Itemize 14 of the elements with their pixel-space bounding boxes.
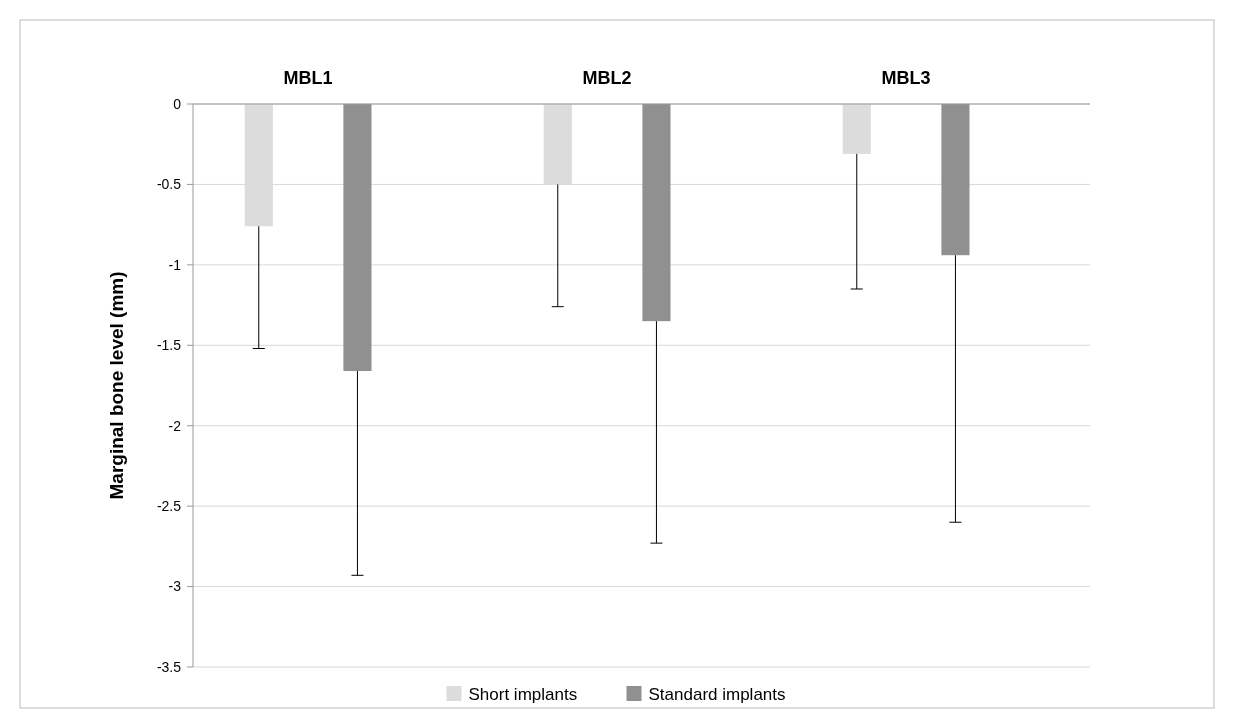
y-tick-label: -2.5 [156,498,182,515]
x-tick-label: MBL2 [582,68,632,88]
legend-label: Short implants [468,684,578,704]
y-tick-label: -1 [168,256,182,273]
x-tick-label: MBL1 [283,68,333,88]
y-axis-title: Marginal bone level (mm) [106,271,127,500]
y-tick-label: -0.5 [156,176,182,193]
y-tick-label: -3.5 [156,658,182,675]
legend-label: Standard implants [648,684,786,704]
y-tick-label: 0 [173,95,182,112]
x-tick-label: MBL3 [881,68,931,88]
y-tick-label: -1.5 [156,337,182,354]
y-tick-label: -2 [168,417,182,434]
y-tick-label: -3 [168,578,182,595]
